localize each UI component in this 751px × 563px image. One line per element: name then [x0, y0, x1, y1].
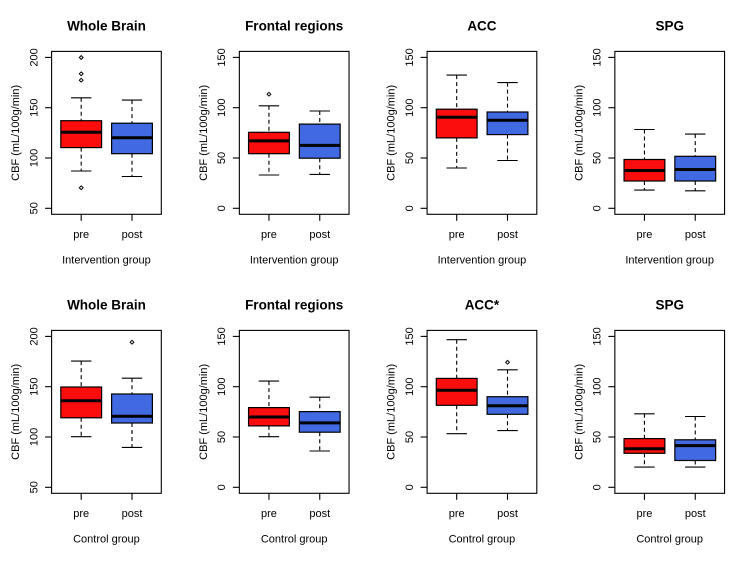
- svg-text:pre: pre: [449, 229, 465, 241]
- svg-text:CBF (mL/100g/min): CBF (mL/100g/min): [198, 364, 210, 460]
- svg-text:ACC: ACC: [467, 18, 496, 33]
- svg-text:100: 100: [216, 99, 228, 117]
- svg-text:50: 50: [28, 481, 40, 493]
- svg-text:Intervention group: Intervention group: [250, 255, 339, 267]
- svg-text:Intervention group: Intervention group: [438, 255, 527, 267]
- svg-text:post: post: [685, 508, 706, 520]
- svg-text:Control group: Control group: [73, 534, 140, 546]
- svg-text:post: post: [122, 229, 143, 241]
- svg-text:50: 50: [404, 152, 416, 164]
- svg-text:100: 100: [592, 378, 604, 396]
- svg-text:50: 50: [28, 202, 40, 214]
- svg-text:100: 100: [28, 149, 40, 167]
- svg-text:post: post: [497, 508, 518, 520]
- svg-text:0: 0: [592, 484, 604, 490]
- svg-text:Intervention group: Intervention group: [625, 255, 714, 267]
- svg-text:pre: pre: [636, 229, 652, 241]
- svg-text:100: 100: [592, 99, 604, 117]
- svg-text:pre: pre: [261, 508, 277, 520]
- svg-text:0: 0: [216, 205, 228, 211]
- svg-text:150: 150: [216, 48, 228, 66]
- svg-text:CBF (mL/100g/min): CBF (mL/100g/min): [573, 85, 585, 181]
- svg-text:CBF (mL/100g/min): CBF (mL/100g/min): [386, 364, 398, 460]
- svg-text:150: 150: [28, 99, 40, 117]
- svg-text:CBF (mL/100g/min): CBF (mL/100g/min): [386, 85, 398, 181]
- svg-text:50: 50: [592, 431, 604, 443]
- svg-text:200: 200: [28, 327, 40, 345]
- svg-text:50: 50: [404, 431, 416, 443]
- svg-text:CBF (mL/100g/min): CBF (mL/100g/min): [10, 85, 22, 181]
- svg-text:Control group: Control group: [449, 534, 516, 546]
- svg-text:pre: pre: [261, 229, 277, 241]
- svg-text:150: 150: [404, 48, 416, 66]
- svg-text:Intervention group: Intervention group: [62, 255, 151, 267]
- svg-text:0: 0: [592, 205, 604, 211]
- svg-text:100: 100: [216, 378, 228, 396]
- svg-text:150: 150: [216, 327, 228, 345]
- svg-text:150: 150: [28, 378, 40, 396]
- svg-text:50: 50: [216, 431, 228, 443]
- svg-text:SPG: SPG: [655, 18, 684, 33]
- svg-text:Whole Brain: Whole Brain: [67, 18, 146, 33]
- svg-text:100: 100: [404, 99, 416, 117]
- svg-text:pre: pre: [73, 508, 89, 520]
- svg-text:post: post: [497, 229, 518, 241]
- svg-text:100: 100: [28, 428, 40, 446]
- svg-text:SPG: SPG: [655, 297, 684, 312]
- svg-text:pre: pre: [449, 508, 465, 520]
- svg-text:0: 0: [404, 205, 416, 211]
- svg-text:Control group: Control group: [636, 534, 703, 546]
- svg-text:50: 50: [592, 152, 604, 164]
- svg-text:pre: pre: [73, 229, 89, 241]
- svg-text:Frontal regions: Frontal regions: [245, 18, 343, 33]
- svg-text:150: 150: [404, 327, 416, 345]
- svg-text:50: 50: [216, 152, 228, 164]
- svg-text:150: 150: [592, 327, 604, 345]
- svg-text:Whole Brain: Whole Brain: [67, 297, 146, 312]
- svg-text:0: 0: [216, 484, 228, 490]
- svg-text:CBF (mL/100g/min): CBF (mL/100g/min): [573, 364, 585, 460]
- svg-text:post: post: [122, 508, 143, 520]
- svg-text:post: post: [685, 229, 706, 241]
- svg-text:Control group: Control group: [261, 534, 328, 546]
- svg-text:post: post: [309, 229, 330, 241]
- svg-text:post: post: [309, 508, 330, 520]
- svg-text:Frontal regions: Frontal regions: [245, 297, 343, 312]
- svg-text:0: 0: [404, 484, 416, 490]
- svg-text:150: 150: [592, 48, 604, 66]
- svg-text:200: 200: [28, 48, 40, 66]
- svg-text:pre: pre: [636, 508, 652, 520]
- svg-text:ACC*: ACC*: [465, 297, 500, 312]
- svg-text:CBF (mL/100g/min): CBF (mL/100g/min): [10, 364, 22, 460]
- svg-text:100: 100: [404, 378, 416, 396]
- svg-text:CBF (mL/100g/min): CBF (mL/100g/min): [198, 85, 210, 181]
